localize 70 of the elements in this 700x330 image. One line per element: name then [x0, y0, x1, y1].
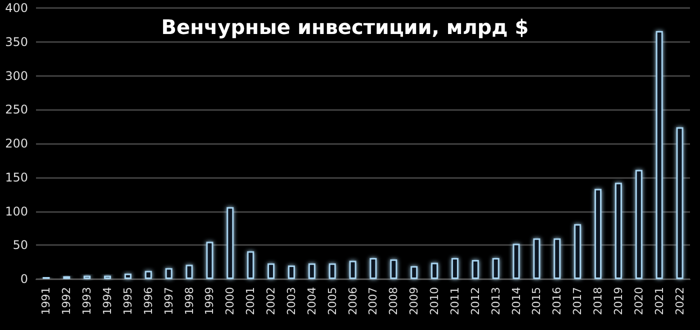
bar	[554, 238, 561, 279]
x-tick-label: 2000	[224, 287, 237, 315]
y-tick-label: 200	[5, 136, 28, 150]
x-tick-label: 2003	[284, 287, 298, 315]
bar	[492, 258, 500, 279]
bar	[431, 262, 438, 279]
bar	[247, 251, 254, 279]
bar	[186, 264, 193, 279]
x-tick-label: 1998	[182, 287, 196, 315]
x-tick-label: 1997	[162, 287, 176, 315]
x-tick-label: 2002	[264, 287, 278, 315]
x-tick-label: 2021	[652, 287, 666, 315]
bar	[144, 270, 152, 279]
x-tick-label: 1992	[60, 287, 74, 315]
y-tick-label: 100	[5, 204, 28, 218]
bar	[206, 242, 214, 279]
x-tick-label: 2013	[489, 287, 502, 315]
bar	[328, 263, 336, 279]
y-tick-label: 250	[5, 102, 28, 117]
x-tick-label: 2009	[408, 287, 421, 315]
x-tick-label: 1996	[142, 287, 155, 315]
bar	[349, 260, 356, 279]
x-tick-label: 2011	[448, 287, 462, 315]
y-tick-label: 350	[5, 34, 28, 49]
x-tick-label: 1993	[80, 287, 94, 315]
x-tick-label: 2005	[326, 287, 339, 315]
bar	[512, 244, 520, 279]
bar	[268, 263, 275, 279]
bar	[472, 260, 479, 279]
y-tick-label: 400	[5, 1, 28, 15]
x-tick-label: 2017	[571, 287, 584, 315]
x-tick-label: 1995	[121, 287, 134, 315]
x-tick-label: 2016	[550, 287, 564, 315]
bar	[614, 182, 622, 279]
x-tick-label: 2020	[632, 287, 646, 315]
x-tick-label: 2022	[673, 287, 686, 315]
bar	[370, 258, 377, 279]
x-tick-label: 2004	[305, 287, 318, 315]
x-tick-label: 2015	[530, 287, 544, 315]
bar	[533, 238, 540, 279]
x-tick-label: 1991	[40, 287, 53, 315]
bar	[226, 207, 234, 279]
bar	[451, 258, 458, 279]
bar	[656, 31, 663, 279]
bar	[410, 266, 418, 279]
x-tick-label: 2008	[387, 287, 400, 315]
bar	[124, 274, 132, 279]
chart-title: Венчурные инвестиции, млрд $	[161, 15, 529, 39]
x-tick-label: 2010	[428, 287, 442, 315]
x-tick-label: 1999	[203, 287, 216, 315]
y-tick-label: 150	[5, 170, 28, 184]
y-tick-label: 50	[12, 238, 28, 252]
x-tick-label: 2006	[346, 287, 360, 315]
bar	[165, 268, 172, 279]
x-tick-label: 2014	[510, 287, 523, 315]
x-tick-label: 1994	[101, 287, 114, 315]
x-tick-label: 2018	[592, 287, 605, 315]
bar	[676, 127, 684, 279]
x-tick-label: 2012	[468, 287, 482, 315]
x-tick-label: 2007	[366, 287, 380, 315]
bar	[288, 265, 295, 279]
bar	[308, 263, 316, 279]
x-tick-label: 2019	[612, 287, 625, 315]
bar	[574, 224, 582, 279]
x-tick-label: 2001	[244, 287, 258, 315]
bar	[390, 259, 398, 279]
y-tick-label: 300	[5, 68, 28, 83]
y-tick-label: 0	[20, 272, 28, 286]
bar	[635, 170, 642, 279]
bar	[594, 188, 602, 279]
